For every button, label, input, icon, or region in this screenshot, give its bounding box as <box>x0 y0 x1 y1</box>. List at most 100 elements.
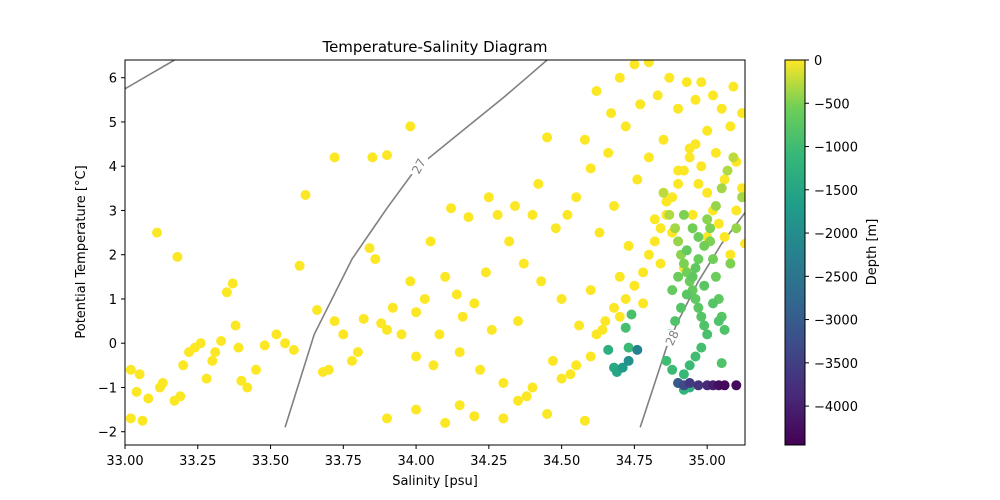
scatter-point <box>259 340 270 351</box>
scatter-point <box>594 227 605 238</box>
scatter-point <box>687 271 698 282</box>
scatter-point <box>635 99 646 110</box>
scatter-point <box>547 355 558 366</box>
contour-label-bg <box>663 329 682 346</box>
colorbar-tick-label: −3000 <box>814 314 858 329</box>
scatter-point <box>591 86 602 96</box>
x-tick-label: 33.50 <box>252 454 289 469</box>
scatter-point <box>134 369 145 380</box>
colorbar-tick-label: −4000 <box>814 400 858 415</box>
scatter-point <box>451 289 462 300</box>
scatter-point <box>693 178 704 189</box>
scatter-point <box>643 249 654 260</box>
scatter-point <box>681 245 692 256</box>
y-tick-label: 3 <box>109 204 117 219</box>
chart-title: Temperature-Salinity Diagram <box>321 38 547 56</box>
x-tick-label: 33.75 <box>325 454 362 469</box>
scatter-point <box>579 134 590 145</box>
scatter-point <box>125 413 136 424</box>
scatter-point <box>699 320 710 331</box>
scatter-point <box>693 232 704 242</box>
y-tick-label: 6 <box>109 72 117 87</box>
scatter-point <box>737 183 745 194</box>
scatter-point <box>725 249 736 260</box>
scatter-point <box>207 355 218 366</box>
scatter-point <box>475 364 486 375</box>
scatter-point <box>725 121 736 132</box>
scatter-point <box>614 311 625 322</box>
scatter-point <box>294 260 305 271</box>
scatter-point <box>210 347 221 358</box>
scatter-point <box>504 236 515 247</box>
scatter-point <box>201 373 212 384</box>
scatter-point <box>288 344 299 355</box>
scatter-point <box>396 329 407 340</box>
scatter-point <box>696 342 707 353</box>
scatter-point <box>367 152 378 163</box>
scatter-point <box>480 267 491 278</box>
colorbar-tick-label: −2500 <box>814 270 858 285</box>
x-tick-label: 34.75 <box>616 454 653 469</box>
scatter-point <box>632 174 643 185</box>
scatter-point <box>428 360 439 371</box>
scatter-point <box>696 77 707 88</box>
x-tick-label: 35.00 <box>689 454 726 469</box>
scatter-point <box>440 271 451 282</box>
scatter-point <box>157 378 168 388</box>
scatter-point <box>652 90 663 101</box>
scatter-point <box>658 134 669 145</box>
colorbar-tick-label: −3500 <box>814 357 858 372</box>
scatter-point <box>710 271 721 282</box>
scatter-point <box>510 201 520 211</box>
scatter-point <box>708 90 718 101</box>
y-tick-label: 4 <box>109 160 117 175</box>
scatter-point <box>681 77 692 88</box>
scatter-point <box>387 302 398 313</box>
y-tick-label: −2 <box>98 426 117 441</box>
contour-label-bg <box>409 158 428 175</box>
scatter-point <box>352 347 363 358</box>
scatter-point <box>655 223 666 234</box>
scatter-point <box>684 152 695 163</box>
scatter-point <box>565 369 576 380</box>
scatter-point <box>664 209 675 220</box>
scatter-point <box>434 329 445 340</box>
scatter-point <box>710 147 721 158</box>
scatter-point <box>571 360 582 371</box>
scatter-point <box>676 302 686 313</box>
scatter-point <box>719 324 730 335</box>
scatter-point <box>178 360 189 371</box>
scatter-point <box>556 373 567 384</box>
scatter-point <box>527 382 538 393</box>
scatter-point <box>713 218 724 229</box>
scatter-point <box>137 415 148 426</box>
scatter-point <box>536 276 547 287</box>
scatter-point <box>614 271 625 282</box>
colorbar <box>784 59 806 446</box>
scatter-point <box>614 72 625 83</box>
scatter-point <box>699 240 710 251</box>
scatter-point <box>469 411 480 422</box>
scatter-point <box>687 223 698 234</box>
colorbar-tick-label: −1000 <box>814 141 858 156</box>
scatter-point <box>425 236 436 247</box>
scatter-point <box>236 375 247 386</box>
scatter-point <box>638 298 649 309</box>
scatter-point <box>623 355 634 366</box>
scatter-point <box>172 251 183 262</box>
scatter-point <box>411 351 422 362</box>
scatter-point <box>731 205 742 216</box>
scatter-point <box>696 161 707 172</box>
scatter-point <box>690 94 701 105</box>
y-axis-ticks: −2 −1 0 1 2 3 4 5 6 <box>98 72 125 441</box>
scatter-point <box>702 125 713 136</box>
scatter-point <box>585 285 596 296</box>
scatter-point <box>312 305 323 315</box>
scatter-point <box>655 258 666 269</box>
x-tick-label: 34.25 <box>470 454 507 469</box>
scatter-point <box>673 271 684 282</box>
y-tick-label: −1 <box>98 381 117 396</box>
scatter-point <box>227 278 238 289</box>
scatter-point <box>606 108 617 119</box>
scatter-point <box>446 203 456 214</box>
